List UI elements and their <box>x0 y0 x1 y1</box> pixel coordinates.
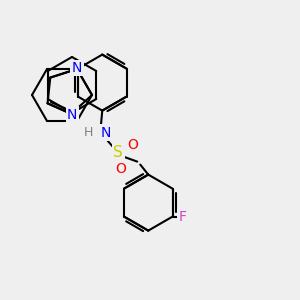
Text: N: N <box>100 126 111 140</box>
Text: F: F <box>178 210 187 224</box>
Text: N: N <box>67 108 77 122</box>
Text: S: S <box>113 145 123 160</box>
Text: O: O <box>127 138 138 152</box>
Text: H: H <box>84 126 93 139</box>
Text: N: N <box>72 61 82 75</box>
Text: O: O <box>115 162 126 176</box>
